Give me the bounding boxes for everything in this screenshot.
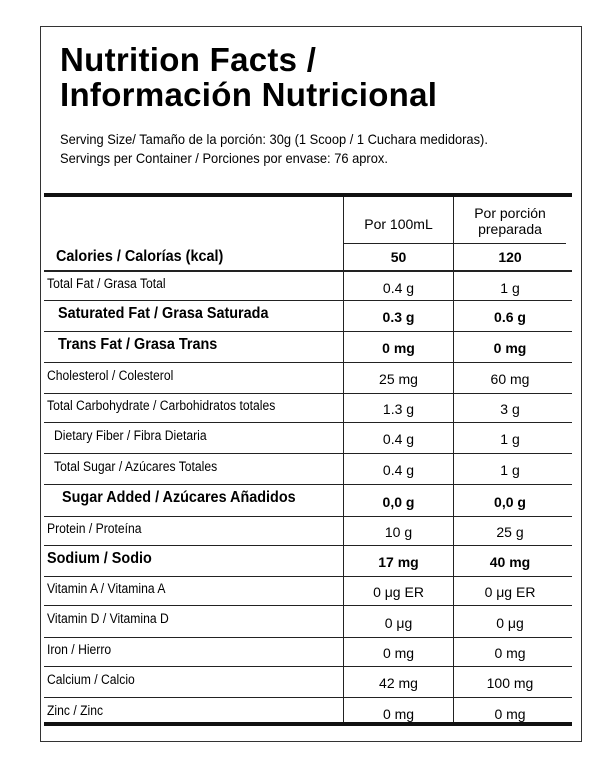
header-per-serving-line1: Por porción [474,205,546,221]
row-divider [44,300,572,301]
calories-rule [44,270,572,272]
row-divider [44,605,572,606]
nutrition-label [40,26,582,742]
nutrient-per-100: 0 mg [382,706,415,722]
nutrient-per-serving: 0,0 g [494,494,526,510]
column-divider-1 [343,197,344,722]
nutrient-per-serving: 100 mg [486,675,534,691]
label-title: Nutrition Facts / Información Nutriciona… [60,42,437,112]
nutrient-name: Dietary Fiber / Fibra Dietaria [54,428,207,443]
calories-label: Calories / Calorías (kcal) [56,248,224,265]
nutrient-per-serving: 0.6 g [494,309,526,325]
serving-size: Serving Size/ Tamaño de la porción: 30g … [60,131,488,147]
nutrient-per-100: 0.4 g [382,280,415,296]
nutrient-per-serving: 60 mg [490,371,530,387]
calories-per-serving: 120 [498,249,522,265]
nutrient-per-100: 0.4 g [382,431,415,447]
row-divider [44,393,572,394]
nutrient-per-100: 10 g [384,524,413,540]
servings-per-container: Servings per Container / Porciones por e… [60,150,388,166]
nutrient-per-100: 0.3 g [382,309,415,325]
nutrient-per-serving: 1 g [500,431,520,447]
title-line-english: Nutrition Facts / [60,41,317,78]
nutrient-per-100: 0.4 g [382,462,415,478]
nutrient-per-serving: 40 mg [489,554,531,570]
nutrient-per-100: 0 μg ER [373,584,424,600]
nutrient-name: Iron / Hierro [47,642,112,657]
top-thick-rule [44,193,572,197]
row-divider [44,516,572,517]
nutrient-per-100: 25 mg [379,371,418,387]
header-per-serving: Por porción preparada [454,205,566,237]
nutrient-name: Sodium / Sodio [47,550,152,567]
nutrient-name: Vitamin A / Vitamina A [47,581,166,596]
nutrient-per-serving: 25 g [496,524,524,540]
bottom-thick-rule [44,722,572,726]
row-divider [44,545,572,546]
nutrient-per-100: 0 mg [382,340,415,356]
row-divider [44,576,572,577]
row-divider [44,697,572,698]
nutrient-per-serving: 0 mg [494,706,526,722]
nutrient-name: Calcium / Calcio [47,672,135,687]
nutrient-per-serving: 0 mg [494,645,526,661]
nutrient-per-serving: 3 g [500,401,520,417]
nutrient-name: Protein / Proteína [47,521,142,536]
nutrient-per-100: 1.3 g [382,401,415,417]
calories-per-100: 50 [390,249,407,265]
header-per-serving-line2: preparada [478,221,542,237]
nutrient-name: Zinc / Zinc [47,703,104,718]
row-divider [44,362,572,363]
row-divider [44,637,572,638]
row-divider [44,484,572,485]
serving-info: Serving Size/ Tamaño de la porción: 30g … [60,130,488,168]
nutrient-name: Cholesterol / Colesterol [47,368,174,383]
nutrient-name: Saturated Fat / Grasa Saturada [58,305,269,322]
nutrient-name: Trans Fat / Grasa Trans [58,336,218,353]
nutrient-name: Total Carbohydrate / Carbohidratos total… [47,398,276,413]
row-divider [44,453,572,454]
row-divider [44,331,572,332]
nutrient-per-100: 0 mg [382,645,415,661]
row-divider [44,422,572,423]
nutrient-per-serving: 1 g [500,462,520,478]
header-per-100ml: Por 100mL [364,216,433,232]
nutrient-name: Total Sugar / Azúcares Totales [54,459,218,474]
title-line-spanish: Información Nutricional [60,76,438,113]
nutrient-per-serving: 0 mg [493,340,527,356]
nutrient-per-100: 0,0 g [382,494,415,510]
nutrient-per-serving: 1 g [500,280,520,296]
nutrient-name: Vitamin D / Vitamina D [47,611,169,626]
nutrient-name: Total Fat / Grasa Total [47,276,166,291]
nutrient-per-serving: 0 μg [496,615,524,631]
row-divider [44,666,572,667]
nutrient-name: Sugar Added / Azúcares Añadidos [62,489,296,506]
column-divider-2 [453,197,454,722]
header-rule [344,243,566,244]
nutrient-per-serving: 0 μg ER [484,584,536,600]
nutrient-per-100: 42 mg [379,675,418,691]
nutrient-per-100: 0 μg [384,615,413,631]
nutrient-per-100: 17 mg [378,554,419,570]
